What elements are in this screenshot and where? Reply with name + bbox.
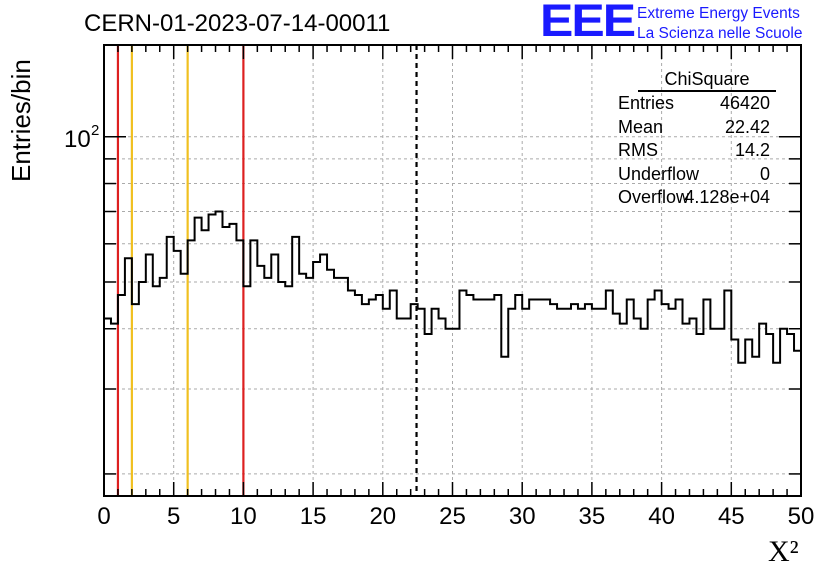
stats-key: Entries xyxy=(618,93,675,113)
axis-ticks xyxy=(103,45,802,496)
y-tick-label-exponent: 2 xyxy=(91,122,99,139)
stats-value: 46420 xyxy=(719,93,770,113)
stats-row-underflow: Underflow 0 xyxy=(612,163,774,187)
x-tick-label: 20 xyxy=(369,503,396,530)
run-title: CERN-01-2023-07-14-00011 xyxy=(84,10,391,37)
x-tick-label: 30 xyxy=(509,503,536,530)
cut-lines xyxy=(116,45,418,496)
stats-row-entries: Entries 46420 xyxy=(612,92,774,116)
x-tick-label: 5 xyxy=(167,503,180,530)
x-tick-label: 45 xyxy=(718,503,745,530)
eee-logo: EEE xyxy=(540,0,636,46)
stats-value: 22.42 xyxy=(724,116,770,137)
x-tick-label: 15 xyxy=(300,503,327,530)
stats-key: Underflow xyxy=(618,163,700,184)
tagline-line-1: Extreme Energy Events xyxy=(637,5,800,22)
tagline-line-2: La Scienza nelle Scuole xyxy=(637,25,803,42)
y-tick-label: 10 xyxy=(64,126,91,153)
x-tick-label: 25 xyxy=(439,503,466,530)
stats-row-overflow: Overflow 4.128e+04 xyxy=(612,186,774,210)
stats-key: RMS xyxy=(618,140,658,160)
stats-row-rms: RMS 14.2 xyxy=(612,139,774,163)
stats-title: ChiSquare xyxy=(638,68,776,92)
stats-value: 14.2 xyxy=(734,140,770,160)
histogram-series-line xyxy=(104,210,801,364)
x-tick-label: 0 xyxy=(97,503,110,530)
x-tick-label: 10 xyxy=(230,503,257,530)
x-tick-label: 50 xyxy=(788,503,815,530)
stats-row-mean: Mean 22.42 xyxy=(612,116,774,140)
x-tick-label: 35 xyxy=(579,503,606,530)
x-axis-label: X² xyxy=(768,535,799,568)
stats-key: Overflow xyxy=(618,187,690,207)
grid-lines xyxy=(104,45,801,496)
y-axis-label: Entries/bin xyxy=(6,59,36,182)
stats-key: Mean xyxy=(618,116,664,137)
stats-value: 4.128e+04 xyxy=(684,187,770,207)
stats-box: ChiSquare Entries 46420 Mean 22.42 RMS 1… xyxy=(612,68,776,210)
project-tagline: Extreme Energy Events La Scienza nelle S… xyxy=(637,4,802,44)
stats-value: 0 xyxy=(759,163,770,184)
x-tick-label: 40 xyxy=(648,503,675,530)
